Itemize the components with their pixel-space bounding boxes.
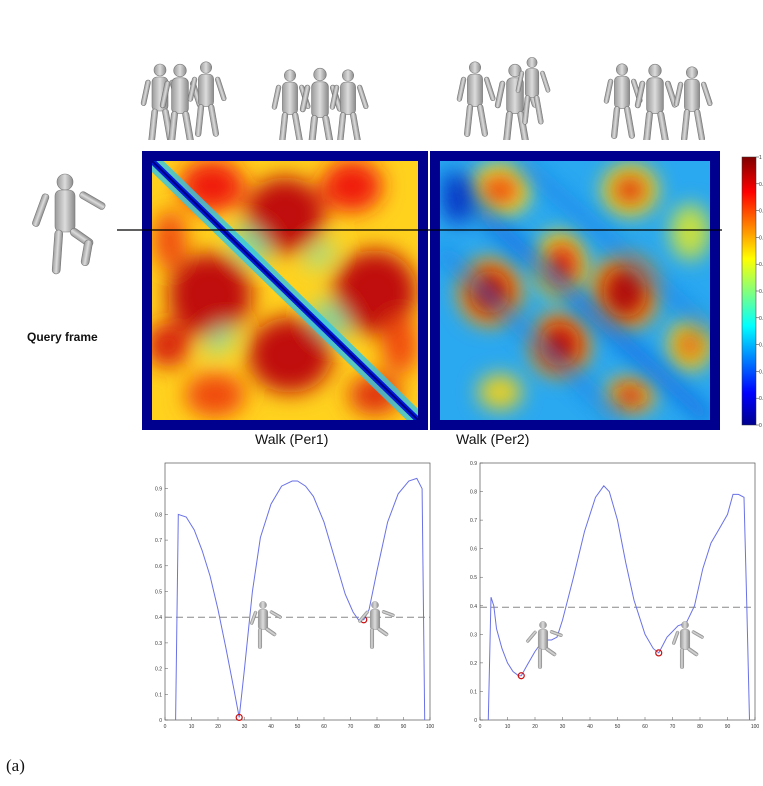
x-tick-label: 70 — [348, 724, 354, 730]
y-tick-label: 0.7 — [470, 518, 477, 524]
minimum-marker — [235, 713, 243, 722]
colorbar-tick-label: 0.6 — [759, 262, 763, 268]
colorbar-tick-label: 0 — [759, 423, 762, 429]
y-tick-label: 0.4 — [470, 604, 477, 610]
x-tick-label: 40 — [587, 724, 593, 730]
heatmap-per2 — [430, 151, 720, 430]
colorbar-tick-label: 1 — [759, 155, 762, 161]
colorbar-tick-label: 0.3 — [759, 343, 763, 349]
panel-label: (a) — [6, 756, 25, 775]
heatmaps: 0 0.1 0.2 0.3 0.4 0.5 0.6 0.7 0.8 0.9 1 — [117, 151, 763, 430]
y-tick-label: 0.9 — [470, 461, 477, 467]
heatmap2-label: Walk (Per2) — [456, 431, 530, 447]
y-tick-label: 0.3 — [155, 641, 162, 647]
y-tick-label: 0.2 — [470, 661, 477, 667]
x-tick-label: 60 — [642, 724, 648, 730]
colorbar-tick-label: 0.9 — [759, 182, 763, 188]
plot-frame — [164, 462, 431, 721]
minimum-marker — [655, 649, 663, 657]
heatmap1-label: Walk (Per1) — [255, 431, 329, 447]
colorbar-tick-label: 0.2 — [759, 369, 763, 375]
y-tick-label: 0.5 — [155, 590, 162, 596]
x-tick-label: 50 — [295, 724, 301, 730]
x-tick-label: 40 — [268, 724, 274, 730]
y-tick-label: 0.5 — [470, 575, 477, 581]
x-tick-label: 90 — [401, 724, 407, 730]
x-tick-label: 70 — [670, 724, 676, 730]
y-tick-label: 0.1 — [155, 692, 162, 698]
colorbar-ticks: 0 0.1 0.2 0.3 0.4 0.5 0.6 0.7 0.8 0.9 1 — [756, 155, 763, 429]
x-tick-label: 20 — [532, 724, 538, 730]
colorbar-tick-label: 0.5 — [759, 289, 763, 295]
x-tick-label: 10 — [189, 724, 195, 730]
inset-figure-3 — [526, 621, 563, 669]
y-tick-label: 0.8 — [155, 512, 162, 518]
x-tick-label: 10 — [505, 724, 511, 730]
colorbar-tick-label: 0.4 — [759, 316, 763, 322]
y-tick-label: 0 — [474, 718, 477, 724]
x-tick-label: 90 — [725, 724, 731, 730]
x-tick-label: 30 — [242, 724, 248, 730]
colorbar-tick-label: 0.1 — [759, 396, 763, 402]
query-frame-label: Query frame — [27, 330, 98, 344]
heatmap-per1 — [142, 151, 428, 430]
inset-figure-4 — [672, 621, 704, 669]
y-tick-label: 0.7 — [155, 538, 162, 544]
colorbar — [741, 156, 757, 426]
y-tick-label: 0.4 — [155, 615, 162, 621]
x-tick-label: 80 — [697, 724, 703, 730]
colorbar-tick-label: 0.8 — [759, 209, 763, 215]
x-tick-label: 20 — [215, 724, 221, 730]
y-tick-label: 0.9 — [155, 487, 162, 493]
x-tick-label: 100 — [426, 724, 435, 730]
x-tick-label: 60 — [321, 724, 327, 730]
line-plots: 0 10 20 30 40 50 60 70 80 90 10000.10.20.30.40.50.… — [155, 461, 759, 730]
series-line — [487, 485, 750, 721]
plot-per2: 0 10 20 30 40 50 60 70 80 90 100 0 0.1 0.2 0.3 0.4 0.5 0.… — [470, 461, 759, 730]
y-tick-label: 0.3 — [470, 632, 477, 638]
x-tick-label: 0 — [479, 724, 482, 730]
inset-figure-2 — [358, 601, 395, 649]
x-tick-label: 0 — [164, 724, 167, 730]
colorbar-tick-label: 0.7 — [759, 235, 763, 241]
minimum-marker — [517, 672, 525, 680]
query-figure — [32, 173, 106, 275]
y-tick-label: 0 — [159, 718, 162, 724]
y-tick-label: 0.8 — [470, 490, 477, 496]
inset-figure-1 — [250, 601, 282, 649]
plot-frame — [479, 462, 756, 721]
x-tick-label: 50 — [615, 724, 621, 730]
series-line — [175, 477, 426, 721]
x-tick-label: 80 — [374, 724, 380, 730]
plot-per1: 0 10 20 30 40 50 60 70 80 90 100 0 0.1 0.2 0.3 0.4 0.5 0.… — [155, 462, 435, 730]
x-tick-label: 100 — [751, 724, 760, 730]
y-tick-label: 0.6 — [470, 547, 477, 553]
y-tick-label: 0.6 — [155, 564, 162, 570]
y-tick-label: 0.2 — [155, 667, 162, 673]
x-tick-label: 30 — [560, 724, 566, 730]
y-tick-label: 0.1 — [470, 689, 477, 695]
